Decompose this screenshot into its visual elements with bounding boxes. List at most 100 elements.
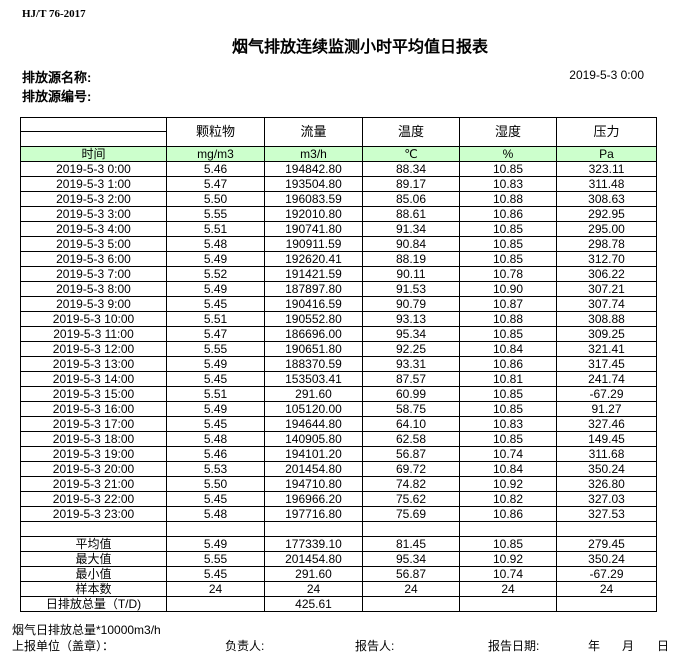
value-cell: 188370.59	[264, 356, 363, 372]
value-cell: 312.70	[556, 251, 657, 267]
value-cell: 92.25	[362, 341, 460, 357]
value-cell	[362, 521, 460, 537]
report-datetime: 2019-5-3 0:00	[569, 68, 644, 82]
value-cell: 291.60	[264, 566, 363, 582]
standard-code: HJ/T 76-2017	[22, 8, 86, 20]
row-label: 2019-5-3 8:00	[20, 281, 167, 297]
row-label: 2019-5-3 10:00	[20, 311, 167, 327]
report-date-label: 报告日期:	[488, 639, 540, 653]
value-cell: 309.25	[556, 326, 657, 342]
value-cell: 24	[459, 581, 557, 597]
value-cell: 298.78	[556, 236, 657, 252]
column-header: 流量	[264, 117, 363, 147]
unit-row: 时间 mg/m3 m3/h ℃ % Pa	[20, 146, 657, 162]
data-row: 2019-5-3 8:00 5.49 187897.80 91.53 10.90 307.…	[20, 281, 657, 297]
data-row: 2019-5-3 20:00 5.53 201454.80 69.72 10.84 350…	[20, 461, 657, 477]
value-cell	[362, 596, 460, 612]
value-cell: 350.24	[556, 551, 657, 567]
value-cell: 5.47	[166, 176, 265, 192]
value-cell: 190741.80	[264, 221, 363, 237]
day-label: 日	[657, 639, 670, 653]
row-label: 2019-5-3 13:00	[20, 356, 167, 372]
value-cell: 5.49	[166, 536, 265, 552]
row-label: 日排放总量（T/D)	[20, 596, 167, 612]
header-corner	[20, 117, 167, 147]
value-cell: -67.29	[556, 386, 657, 402]
row-label: 2019-5-3 1:00	[20, 176, 167, 192]
data-row: 2019-5-3 21:00 5.50 194710.80 74.82 10.92 326…	[20, 476, 657, 492]
value-cell: 93.31	[362, 356, 460, 372]
row-label: 2019-5-3 16:00	[20, 401, 167, 417]
value-cell: 24	[556, 581, 657, 597]
value-cell: 201454.80	[264, 551, 363, 567]
value-cell: 292.95	[556, 206, 657, 222]
row-label: 2019-5-3 4:00	[20, 221, 167, 237]
value-cell: 307.21	[556, 281, 657, 297]
footer-note: 烟气日排放总量*10000m3/h	[12, 623, 161, 637]
summary-row: 样本数 24 24 24 24 24	[20, 581, 657, 597]
value-cell: 5.52	[166, 266, 265, 282]
value-cell: 10.85	[459, 431, 557, 447]
value-cell: 105120.00	[264, 401, 363, 417]
value-cell: 10.78	[459, 266, 557, 282]
data-row: 2019-5-3 12:00 5.55 190651.80 92.25 10.84 321…	[20, 341, 657, 357]
value-cell: 317.45	[556, 356, 657, 372]
data-row: 2019-5-3 2:00 5.50 196083.59 85.06 10.88 308.…	[20, 191, 657, 207]
value-cell: 90.11	[362, 266, 460, 282]
value-cell: 93.13	[362, 311, 460, 327]
value-cell: 24	[264, 581, 363, 597]
value-cell: 5.45	[166, 566, 265, 582]
value-cell: 5.49	[166, 356, 265, 372]
value-cell: 87.57	[362, 371, 460, 387]
data-row: 2019-5-3 18:00 5.48 140905.80 62.58 10.85 149…	[20, 431, 657, 447]
value-cell: 308.88	[556, 311, 657, 327]
month-label: 月	[622, 639, 635, 653]
value-cell	[459, 521, 557, 537]
value-cell: 5.46	[166, 446, 265, 462]
value-cell: 5.46	[166, 161, 265, 177]
value-cell: 91.27	[556, 401, 657, 417]
value-cell: 62.58	[362, 431, 460, 447]
row-label: 2019-5-3 14:00	[20, 371, 167, 387]
value-cell: 306.22	[556, 266, 657, 282]
data-row: 2019-5-3 5:00 5.48 190911.59 90.84 10.85 298.…	[20, 236, 657, 252]
value-cell: 24	[166, 581, 265, 597]
value-cell	[166, 521, 265, 537]
data-row: 2019-5-3 17:00 5.45 194644.80 64.10 10.83 327…	[20, 416, 657, 432]
value-cell: 194710.80	[264, 476, 363, 492]
value-cell: 24	[362, 581, 460, 597]
data-row: 2019-5-3 9:00 5.45 190416.59 90.79 10.87 307.…	[20, 296, 657, 312]
value-cell: 89.17	[362, 176, 460, 192]
value-cell: 5.55	[166, 551, 265, 567]
value-cell: 10.85	[459, 221, 557, 237]
row-label: 2019-5-3 3:00	[20, 206, 167, 222]
value-cell: 10.88	[459, 191, 557, 207]
value-cell: 350.24	[556, 461, 657, 477]
value-cell: 190416.59	[264, 296, 363, 312]
value-cell: 10.87	[459, 296, 557, 312]
value-cell: 5.48	[166, 506, 265, 522]
value-cell: 88.34	[362, 161, 460, 177]
value-cell: 95.34	[362, 326, 460, 342]
summary-row: 平均值 5.49 177339.10 81.45 10.85 279.45	[20, 536, 657, 552]
value-cell: 90.79	[362, 296, 460, 312]
value-cell: 10.92	[459, 551, 557, 567]
row-label: 2019-5-3 19:00	[20, 446, 167, 462]
value-cell: 74.82	[362, 476, 460, 492]
value-cell: 308.63	[556, 191, 657, 207]
value-cell: 193504.80	[264, 176, 363, 192]
value-cell: 197716.80	[264, 506, 363, 522]
value-cell: 64.10	[362, 416, 460, 432]
reporter-label: 报告人:	[355, 639, 395, 653]
value-cell: 69.72	[362, 461, 460, 477]
value-cell: 10.84	[459, 341, 557, 357]
value-cell: 10.86	[459, 356, 557, 372]
value-cell: 56.87	[362, 566, 460, 582]
value-cell: 10.85	[459, 386, 557, 402]
value-cell: 75.62	[362, 491, 460, 507]
value-cell: 194842.80	[264, 161, 363, 177]
value-cell: 279.45	[556, 536, 657, 552]
value-cell: 149.45	[556, 431, 657, 447]
value-cell: 10.85	[459, 236, 557, 252]
value-cell: 91.53	[362, 281, 460, 297]
